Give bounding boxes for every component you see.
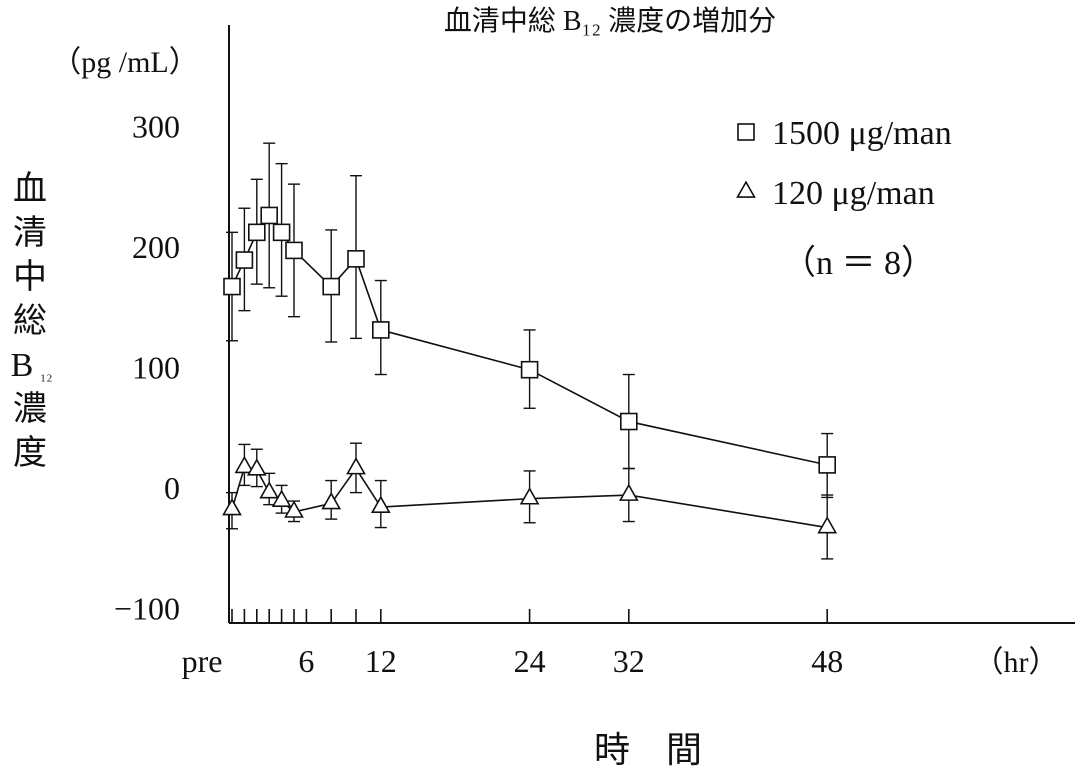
x-tick-label: 12 xyxy=(365,643,397,679)
triangle-marker xyxy=(817,516,838,534)
square-marker xyxy=(223,277,241,296)
square-marker xyxy=(520,360,539,379)
y-tick-label: 0 xyxy=(164,470,180,506)
triangle-marker xyxy=(271,489,292,507)
triangle-marker xyxy=(370,495,391,513)
square-marker xyxy=(260,206,279,225)
axes xyxy=(228,25,1075,624)
triangle-marker xyxy=(246,458,267,476)
triangle-marker xyxy=(519,487,540,505)
legend-label: 1500 μg/man xyxy=(772,115,952,152)
triangle-marker xyxy=(222,497,242,516)
square-marker xyxy=(347,250,365,268)
triangle-marker xyxy=(736,180,756,198)
plot-area xyxy=(222,142,838,560)
y-axis-label-char: 濃 xyxy=(13,390,47,428)
y-axis-label-char: 清 xyxy=(13,215,47,252)
square-marker xyxy=(285,241,303,260)
x-axis-label: 時 間 xyxy=(594,730,702,770)
y-tick-label: 100 xyxy=(132,350,180,386)
x-axis-unit: （hr） xyxy=(974,646,1059,679)
legend-label: 120 μg/man xyxy=(772,175,935,212)
y-axis-label-subscript: ₁₂ xyxy=(40,362,53,382)
legend-item: 120 μg/man xyxy=(736,175,935,212)
chart-title: 血清中総 B₁₂ 濃度の増加分 xyxy=(444,5,776,37)
y-axis-ticks: −100 0 100 200 300 xyxy=(114,109,180,627)
square-marker xyxy=(371,321,390,339)
triangle-marker xyxy=(234,455,255,474)
triangle-marker xyxy=(284,500,304,518)
y-tick-label: −100 xyxy=(114,591,180,627)
square-marker xyxy=(235,251,254,269)
square-marker xyxy=(322,277,341,296)
legend: 1500 μg/man 120 μg/man （n ＝ 8） xyxy=(736,115,952,282)
square-marker xyxy=(619,412,638,431)
x-tick-label: 32 xyxy=(613,643,645,679)
square-marker xyxy=(737,123,755,141)
square-marker xyxy=(248,223,266,242)
triangle-marker xyxy=(618,483,639,501)
square-marker xyxy=(818,456,837,474)
x-axis-ticks: pre 6 12 24 32 48 xyxy=(182,609,843,679)
y-axis-label-char: 総 xyxy=(13,302,47,340)
square-marker xyxy=(272,223,291,242)
y-tick-label: 200 xyxy=(132,229,180,265)
y-axis-label-char: 血 xyxy=(13,170,47,208)
x-tick-label: 24 xyxy=(514,643,546,679)
triangle-marker xyxy=(346,456,366,475)
y-axis-label-char: B xyxy=(11,347,34,384)
series-square xyxy=(223,142,837,499)
legend-item: 1500 μg/man xyxy=(737,115,952,152)
x-tick-label: 48 xyxy=(811,643,843,679)
triangle-marker xyxy=(259,481,280,499)
legend-note: （n ＝ 8） xyxy=(782,244,935,282)
y-tick-label: 300 xyxy=(132,109,180,145)
y-axis-label-char: 中 xyxy=(13,258,47,296)
y-axis-label-char: 度 xyxy=(13,434,47,472)
y-axis-unit: （pg /mL） xyxy=(51,46,199,79)
x-tick-label: pre xyxy=(182,643,223,679)
x-tick-label: 6 xyxy=(298,643,314,679)
series-triangle xyxy=(222,442,838,560)
triangle-marker xyxy=(321,491,342,510)
